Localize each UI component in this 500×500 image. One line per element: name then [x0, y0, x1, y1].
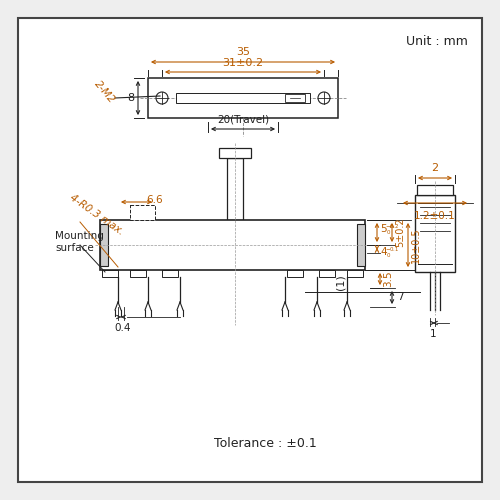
Text: $^{-0.1}_{\ 0}$: $^{-0.1}_{\ 0}$ [385, 245, 400, 260]
Text: Unit : mm: Unit : mm [406, 35, 468, 48]
Text: 1.2±0.1: 1.2±0.1 [414, 211, 456, 221]
Text: 3.5: 3.5 [383, 270, 393, 287]
Text: 5: 5 [380, 224, 386, 234]
Text: 7: 7 [397, 292, 404, 302]
Text: 2: 2 [432, 163, 438, 173]
Bar [357, 224, 365, 266]
Bar [319, 270, 335, 277]
Text: 5±0.2: 5±0.2 [395, 217, 405, 247]
Text: 4: 4 [380, 247, 386, 257]
Text: 31±0.2: 31±0.2 [222, 58, 264, 68]
Bar [285, 94, 305, 102]
Bar [415, 195, 455, 272]
Bar [148, 78, 338, 118]
Bar [219, 148, 251, 158]
Bar [100, 220, 365, 270]
Text: Tolerance : ±0.1: Tolerance : ±0.1 [214, 437, 316, 450]
Circle shape [156, 92, 168, 104]
Bar [100, 224, 108, 266]
Bar [227, 158, 243, 220]
Bar [347, 270, 363, 277]
Bar [287, 270, 303, 277]
Text: 10±0.5: 10±0.5 [411, 227, 421, 263]
Bar [102, 270, 118, 277]
Text: 6.6: 6.6 [146, 195, 164, 205]
Text: 8: 8 [128, 93, 134, 103]
Text: $^{-0.2}_{\ 0}$: $^{-0.2}_{\ 0}$ [385, 222, 400, 237]
Text: (1): (1) [335, 274, 345, 290]
Text: Mounting
surface: Mounting surface [55, 231, 104, 253]
Bar [417, 185, 453, 195]
Text: 0.4: 0.4 [114, 323, 130, 333]
Bar [130, 205, 155, 220]
Text: 2-M2: 2-M2 [93, 79, 117, 105]
Text: 1: 1 [430, 329, 436, 339]
Bar [162, 270, 178, 277]
Bar [176, 93, 310, 103]
Text: 35: 35 [236, 47, 250, 57]
Circle shape [318, 92, 330, 104]
Text: 20(Travel): 20(Travel) [217, 114, 269, 124]
Text: 4-R0.3 max.: 4-R0.3 max. [68, 193, 126, 237]
Bar [130, 270, 146, 277]
